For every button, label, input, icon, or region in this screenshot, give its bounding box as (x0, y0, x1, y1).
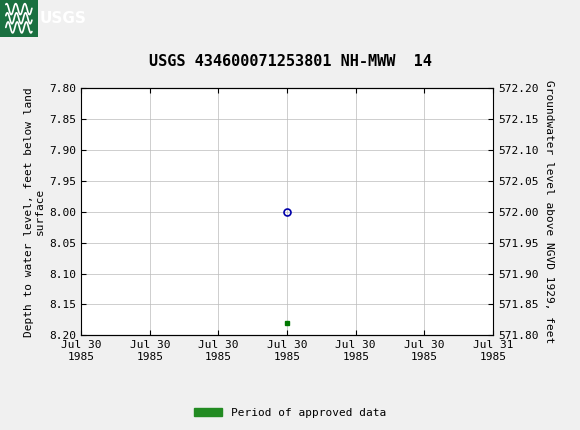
Y-axis label: Depth to water level, feet below land
surface: Depth to water level, feet below land su… (24, 87, 45, 337)
Text: USGS: USGS (39, 11, 86, 26)
FancyBboxPatch shape (0, 0, 38, 37)
Legend: Period of approved data: Period of approved data (190, 403, 390, 422)
Y-axis label: Groundwater level above NGVD 1929, feet: Groundwater level above NGVD 1929, feet (544, 80, 554, 344)
Text: USGS 434600071253801 NH-MWW  14: USGS 434600071253801 NH-MWW 14 (148, 54, 432, 69)
